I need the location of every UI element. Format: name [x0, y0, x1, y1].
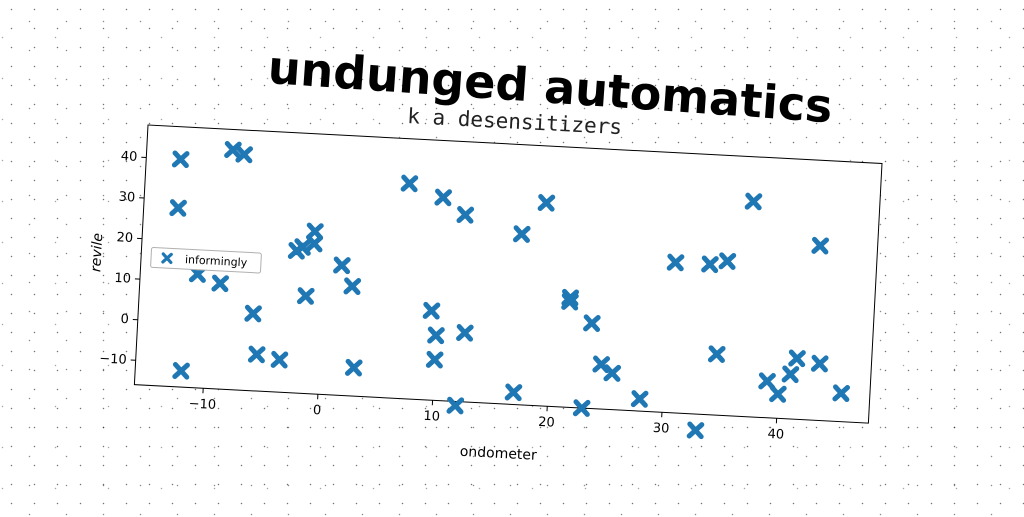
- y-tick-label: 20: [116, 230, 133, 246]
- x-tick-label: 30: [652, 421, 669, 437]
- scatter-point: [689, 424, 702, 437]
- x-tick-label: 0: [312, 403, 321, 418]
- x-axis-label: ondometer: [459, 444, 537, 464]
- x-tick-label: 40: [767, 427, 784, 443]
- y-tick-label: 10: [114, 271, 131, 287]
- x-tick-label: −10: [188, 397, 216, 413]
- y-tick-label: 0: [120, 312, 129, 327]
- y-tick-label: 40: [120, 149, 137, 165]
- y-tick-label: 30: [118, 190, 135, 206]
- x-tick-label: 10: [423, 409, 440, 425]
- y-axis-label: revile: [88, 233, 106, 273]
- y-tick-label: −10: [99, 351, 127, 367]
- x-tick-label: 20: [538, 415, 555, 431]
